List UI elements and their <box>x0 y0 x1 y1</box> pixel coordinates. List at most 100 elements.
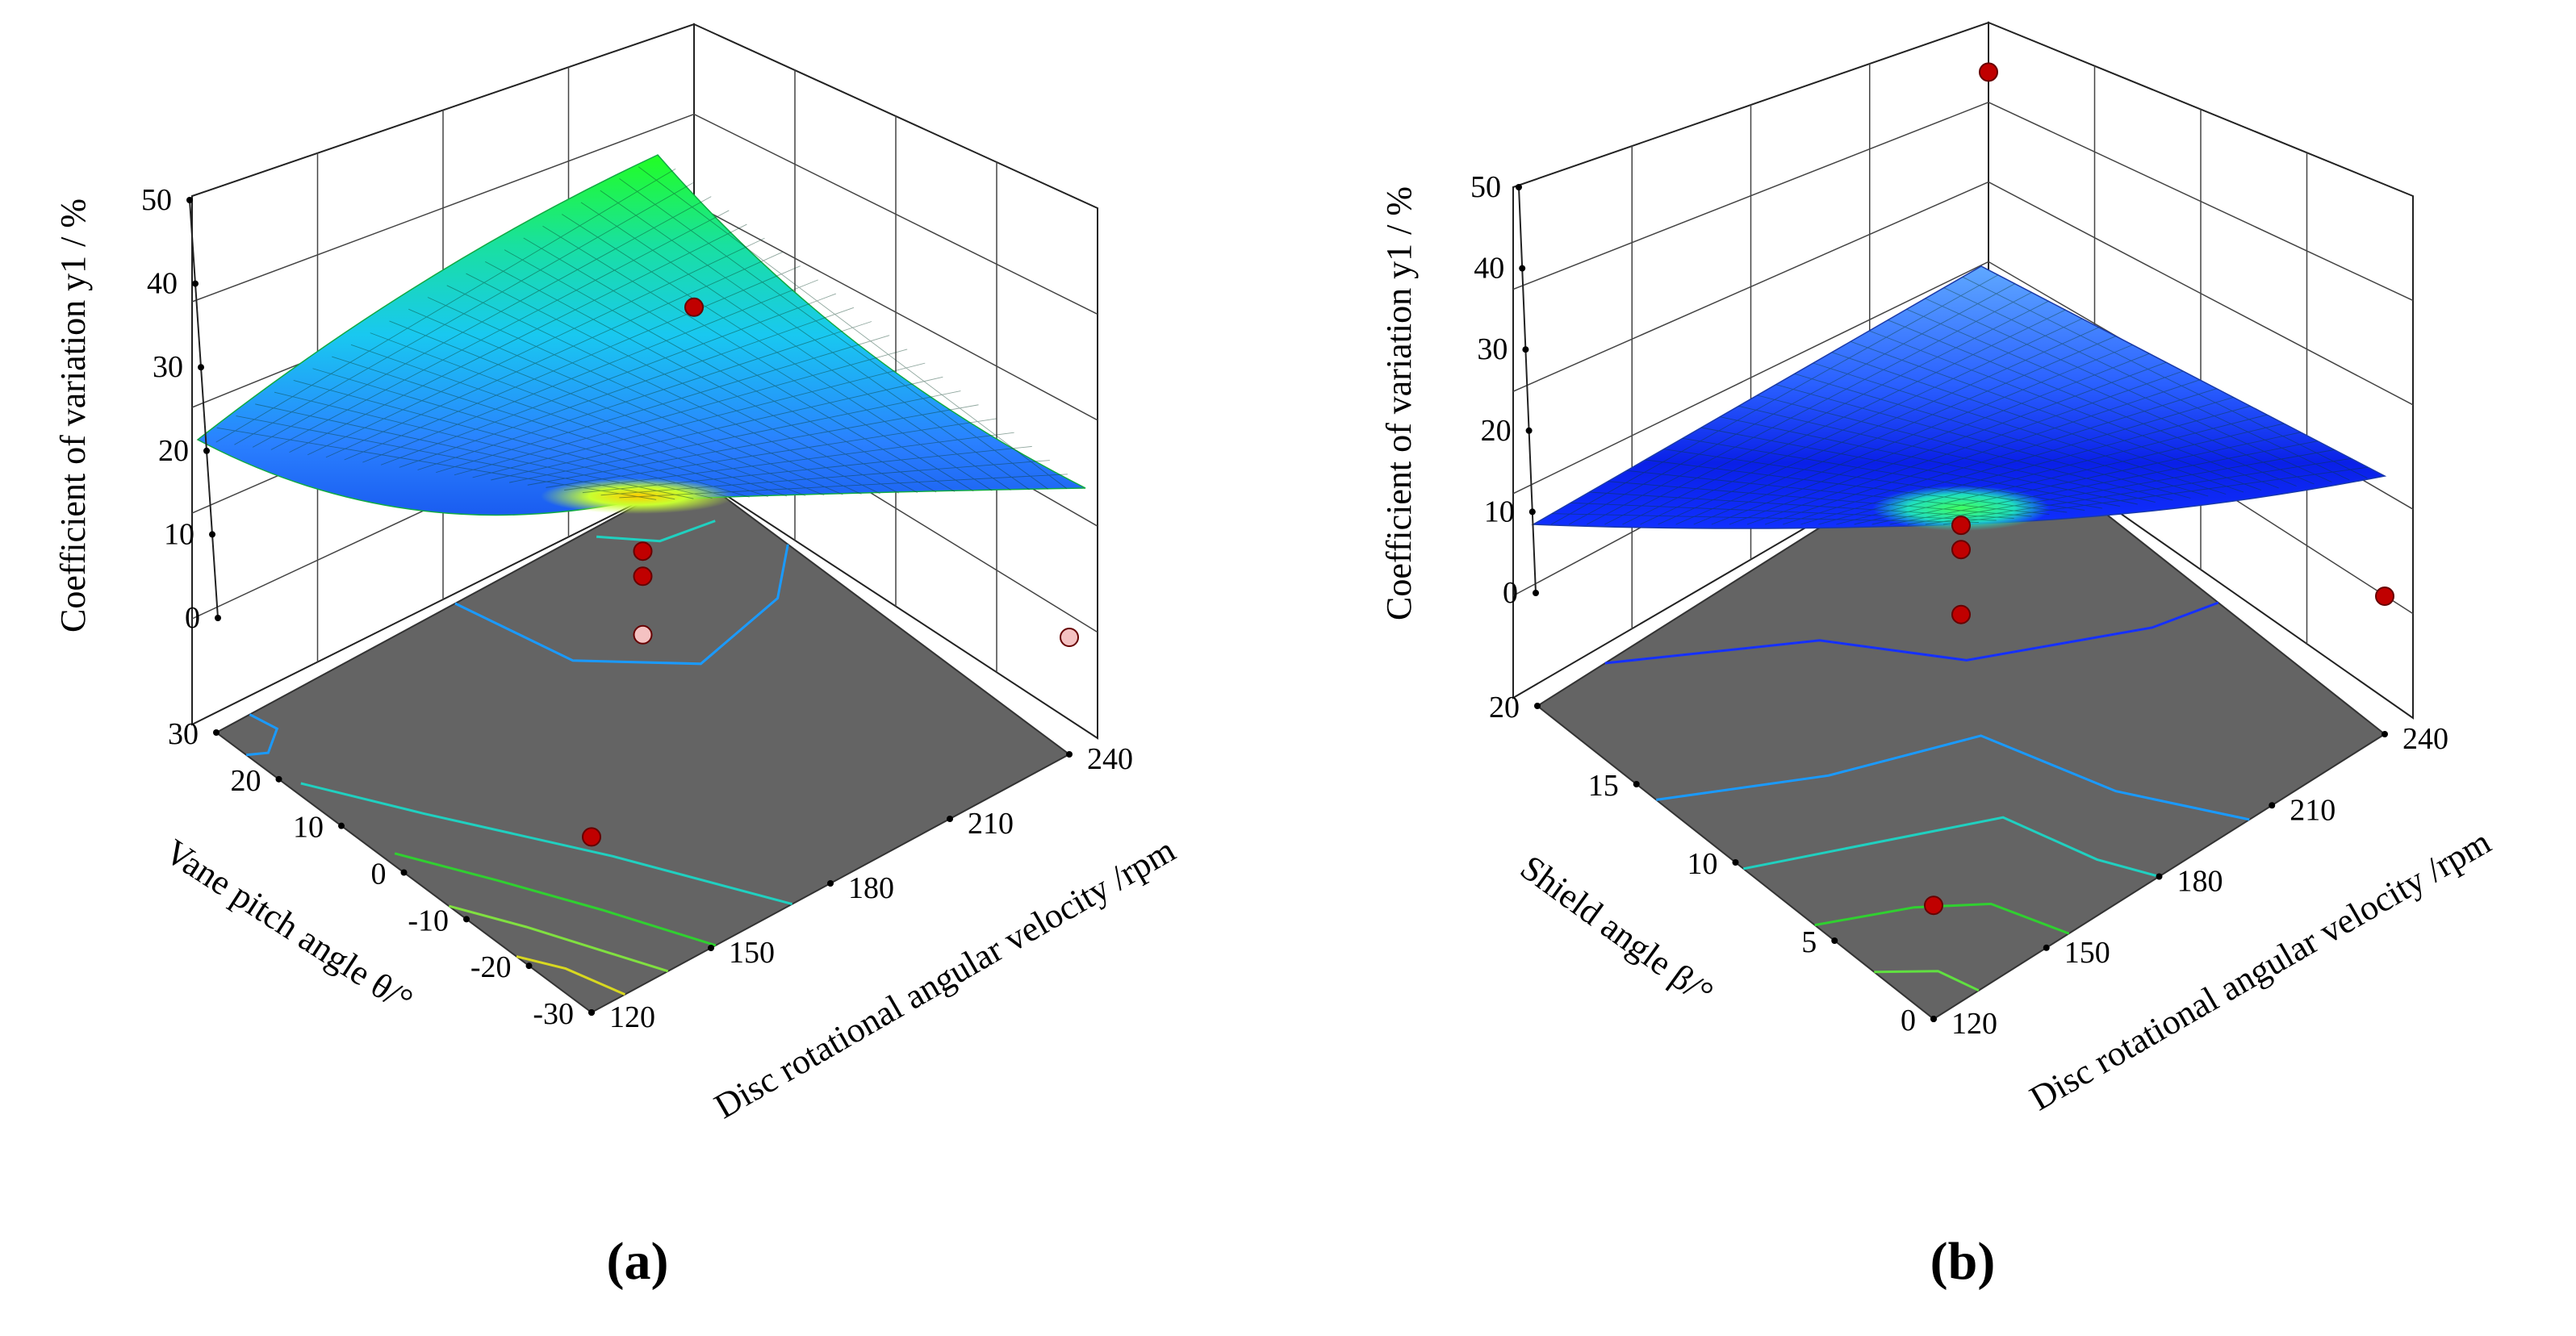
mesh-line <box>1962 276 2368 478</box>
x-tick-mark <box>2156 873 2163 880</box>
y-tick-label: 15 <box>1588 769 1619 803</box>
design-point <box>633 624 653 645</box>
z-axis: 0 10 20 30 40 50 Coefficient of variation y1 /… <box>53 183 221 635</box>
z-tick-mark <box>209 531 215 538</box>
design-point <box>1979 62 1998 82</box>
z-tick-label: 50 <box>141 183 172 217</box>
mesh-line <box>436 335 890 474</box>
x-tick-label: 240 <box>2402 722 2448 756</box>
y-tick-label: 5 <box>1801 925 1817 959</box>
x-tick-mark <box>827 880 834 887</box>
mesh-line <box>1626 470 2050 515</box>
z-axis: 0 10 20 30 40 50 Coefficient of variation y1 /… <box>1379 170 1539 620</box>
contour-line <box>300 782 792 906</box>
z-tick-label: 20 <box>1481 414 1512 448</box>
mesh-line <box>1764 379 2200 525</box>
mesh-line <box>485 261 918 494</box>
mesh-line <box>399 307 855 468</box>
mesh-line <box>1906 308 2315 485</box>
mesh-line <box>491 376 943 481</box>
y-tick-mark <box>1831 937 1838 944</box>
mesh-line <box>1663 449 2085 511</box>
mesh-line <box>216 427 657 500</box>
y-tick-mark <box>525 962 533 970</box>
design-point <box>633 541 653 562</box>
design-point <box>582 827 601 847</box>
y-tick-label: 20 <box>1489 691 1520 724</box>
contour-line <box>516 955 625 996</box>
surface-hotspot <box>541 478 734 514</box>
x-tick-label: 240 <box>1087 742 1133 776</box>
y-tick-label: -10 <box>408 904 449 937</box>
design-point <box>1951 540 1971 560</box>
mesh-line <box>1871 432 2301 525</box>
mesh-line <box>1701 427 2120 507</box>
z-tick-label: 30 <box>1477 332 1508 366</box>
y-tick-label: -30 <box>533 997 574 1031</box>
z-tick-mark <box>1525 427 1533 434</box>
mesh-line <box>1813 362 2227 495</box>
mesh-line <box>1775 384 2191 499</box>
y-tick-mark <box>400 869 408 876</box>
surface-hotspot <box>1872 486 2050 531</box>
mesh-line <box>1794 373 2209 497</box>
mesh-line <box>236 415 675 500</box>
mesh-line <box>350 344 788 497</box>
x-tick-label: 180 <box>2177 865 2223 899</box>
mesh-line <box>1943 287 2350 481</box>
z-tick-label: 40 <box>1474 252 1504 286</box>
x-tick-mark <box>588 1009 595 1016</box>
mesh-line <box>1720 416 2138 505</box>
x-tick-label: 210 <box>968 807 1014 841</box>
mesh-line <box>427 297 862 495</box>
contour-line <box>1874 970 1980 992</box>
mesh-line <box>508 390 961 483</box>
panel-a: 0 10 20 30 40 50 Coefficient of variation y1 /… <box>53 23 1181 1291</box>
z-tick-label: 50 <box>1470 170 1501 204</box>
mesh-line <box>325 252 783 458</box>
x-tick-mark <box>2043 944 2050 951</box>
surface-mesh <box>215 166 1068 500</box>
design-point <box>2375 587 2394 606</box>
x-tick-mark <box>708 945 714 951</box>
x-tick-label: 210 <box>2290 793 2336 827</box>
z-tick-mark <box>1516 184 1522 190</box>
mesh-line <box>389 320 825 496</box>
y-tick-mark <box>338 822 345 829</box>
mesh-line <box>1800 397 2234 525</box>
y-tick-label: 0 <box>371 858 387 891</box>
mesh-line <box>1552 513 1979 523</box>
mesh-line <box>1818 405 2251 525</box>
x-tick-mark <box>2382 731 2388 737</box>
mesh-line <box>600 190 1030 491</box>
mesh-line <box>1738 405 2156 503</box>
mesh-line <box>1783 388 2217 525</box>
design-point <box>1060 628 1079 647</box>
mesh-line <box>580 202 1011 491</box>
y-tick-label: 0 <box>1901 1004 1916 1037</box>
panel-label: (a) <box>607 1232 669 1291</box>
y-tick-mark <box>463 916 470 923</box>
contour-line <box>246 713 279 757</box>
mesh-line <box>417 321 872 470</box>
design-point <box>633 566 653 587</box>
mesh-line <box>1746 370 2184 525</box>
y-tick-label: 30 <box>168 717 199 751</box>
y-tick-mark <box>1633 781 1640 787</box>
mesh-line <box>1757 395 2173 501</box>
mesh-line <box>255 403 694 499</box>
mesh-line <box>1640 318 2083 525</box>
z-tick-label: 0 <box>185 601 200 635</box>
mesh-line <box>1587 292 2032 525</box>
mesh-line <box>454 349 908 476</box>
response-surface <box>196 154 1086 516</box>
design-points <box>582 297 1079 847</box>
mesh-line <box>1854 423 2285 525</box>
contour-line <box>1743 816 2160 878</box>
panel-label: (b) <box>1930 1232 1996 1291</box>
mesh-line <box>1942 466 2369 525</box>
mesh-line <box>1682 437 2103 509</box>
mesh-line <box>619 474 1068 499</box>
contour-line <box>596 520 716 543</box>
